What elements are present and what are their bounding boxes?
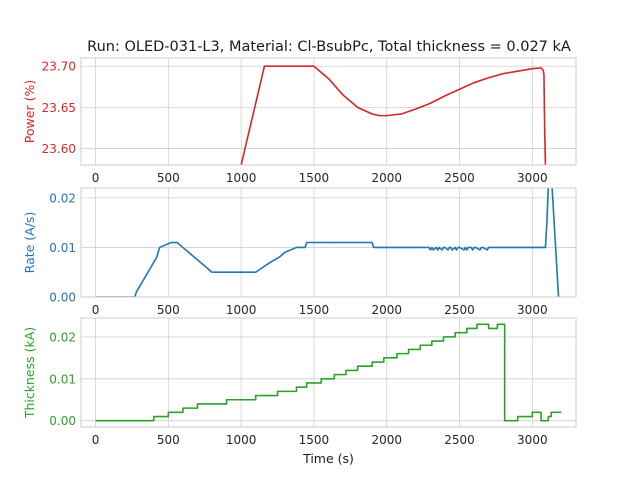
panel-3-x-axis-label: Time (s) [302, 451, 354, 466]
panel-2-x-tick-label: 1500 [299, 303, 330, 317]
panel-2-y-axis-label: Rate (A/s) [22, 212, 37, 274]
panel-1-x-tick-label: 1000 [226, 171, 257, 185]
panel-3-x-tick-label: 1500 [299, 433, 330, 447]
panel-2-x-tick-label: 3000 [517, 303, 548, 317]
panel-1-x-tick-label: 3000 [517, 171, 548, 185]
panel-2-x-tick-label: 2000 [371, 303, 402, 317]
panel-3-y-tick-label: 0.02 [49, 330, 76, 344]
panel-3-x-tick-label: 2500 [444, 433, 475, 447]
panel-2-y-tick-label: 0.00 [49, 291, 76, 305]
panel-1-x-tick-label: 0 [92, 171, 100, 185]
panel-2-x-tick-label: 1000 [226, 303, 257, 317]
panel-1-y-tick-label: 23.70 [42, 60, 76, 74]
panel-2-y-tick-label: 0.01 [49, 241, 76, 255]
panel-2-series-line-1 [95, 188, 560, 297]
panel-1-x-tick-label: 1500 [299, 171, 330, 185]
panel-2-frame [80, 187, 577, 298]
panel-3-x-tick-label: 3000 [517, 433, 548, 447]
panel-3-plot-area [81, 318, 576, 427]
panel-2-x-tick-label: 500 [157, 303, 180, 317]
panel-3-y-tick-label: 0.00 [49, 414, 76, 428]
panel-2-y-tick-label: 0.02 [49, 191, 76, 205]
panel-3-x-tick-label: 0 [92, 433, 100, 447]
panel-2-x-tick-label: 0 [92, 303, 100, 317]
panel-3: 0 500 1000 1500 2000 2500 3000 0.00 0.01 0.02 Thic… [22, 317, 577, 466]
panel-3-y-axis-label: Thickness (kA) [22, 327, 37, 419]
panel-3-y-tick-label: 0.01 [49, 372, 76, 386]
panel-3-frame [80, 317, 577, 428]
figure-title: Run: OLED-031-L3, Material: Cl-BsubPc, T… [87, 39, 571, 55]
panel-1-x-tick-label: 2500 [444, 171, 475, 185]
panel-1-frame [80, 57, 577, 166]
panel-1-y-axis-label: Power (%) [22, 80, 37, 143]
panel-2-x-tick-label: 2500 [444, 303, 475, 317]
panel-1-y-tick-label: 23.60 [42, 142, 76, 156]
panel-3-x-tick-label: 500 [157, 433, 180, 447]
panel-3-x-tick-label: 1000 [226, 433, 257, 447]
panel-1-x-tick-label: 500 [157, 171, 180, 185]
panel-1-series-line-1 [240, 65, 547, 165]
panel-3-x-tick-label: 2000 [371, 433, 402, 447]
panel-3-series-line-1 [95, 323, 562, 422]
panel-1-x-tick-label: 2000 [371, 171, 402, 185]
panel-2: 0 500 1000 1500 2000 2500 3000 0.00 0.01 0.02 Rate… [22, 187, 577, 317]
panel-1: 0 500 1000 1500 2000 2500 3000 23.60 23.65 23.70 P… [22, 57, 577, 185]
panel-1-y-tick-label: 23.65 [42, 101, 76, 115]
